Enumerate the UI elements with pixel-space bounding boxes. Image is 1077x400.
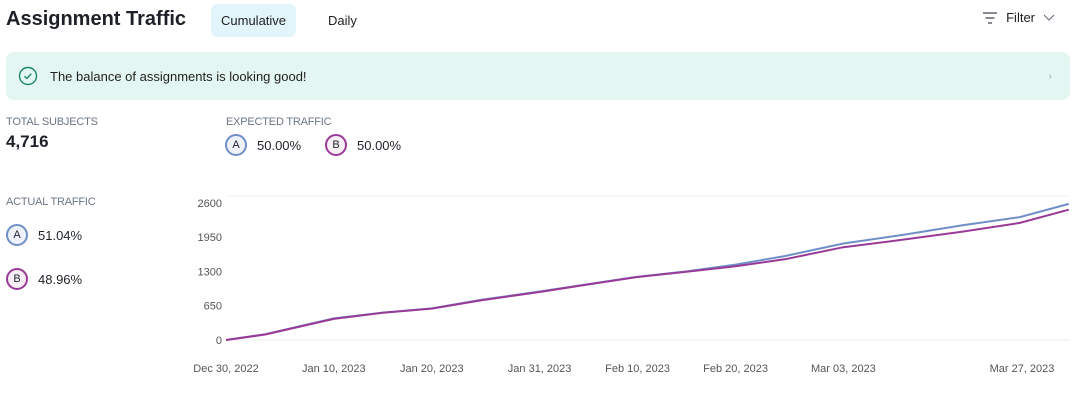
series-line-a [225,202,1070,341]
actual-a-value: 51.04% [38,227,83,243]
y-tick-label: 1300 [198,266,222,278]
filter-icon [983,11,998,24]
actual-traffic-label: ACTUAL TRAFFIC [6,196,96,208]
expected-b: B 50.00% [325,134,401,156]
x-tick-label: Jan 20, 2023 [400,363,464,375]
y-tick-label: 1950 [198,232,222,244]
expected-traffic-label: EXPECTED TRAFFIC [226,116,332,128]
y-tick-label: 2600 [198,198,222,210]
variant-a-badge: A [225,134,247,156]
expected-b-value: 50.00% [357,137,402,153]
expected-a-value: 50.00% [257,137,302,153]
x-tick-label: Feb 10, 2023 [605,363,670,375]
expected-a: A 50.00% [225,134,301,156]
total-subjects-value: 4,716 [6,132,49,151]
variant-a-badge: A [6,224,28,246]
tab-daily[interactable]: Daily [328,13,357,28]
variant-b-badge: B [6,268,28,290]
actual-a: A 51.04% [6,224,82,246]
x-tick-label: Mar 03, 2023 [811,363,876,375]
actual-b-value: 48.96% [38,271,83,287]
total-subjects-label: TOTAL SUBJECTS [6,116,98,128]
chevron-right-icon[interactable]: › [1048,70,1052,82]
x-tick-label: Mar 27, 2023 [990,363,1055,375]
chevron-down-icon [1043,14,1055,21]
actual-b: B 48.96% [6,268,82,290]
status-banner[interactable]: The balance of assignments is looking go… [6,52,1070,100]
check-circle-icon [18,66,38,86]
banner-message: The balance of assignments is looking go… [50,68,307,84]
x-tick-label: Jan 31, 2023 [508,363,572,375]
filter-button[interactable]: Filter [982,10,1055,25]
variant-b-badge: B [325,134,347,156]
series-line-b [225,208,1070,341]
page-title: Assignment Traffic [6,8,187,30]
tab-cumulative[interactable]: Cumulative [211,4,297,37]
x-tick-label: Feb 20, 2023 [703,363,768,375]
y-tick-label: 650 [204,301,222,313]
x-tick-label: Jan 10, 2023 [302,363,366,375]
filter-label: Filter [1006,10,1035,25]
x-tick-label: Dec 30, 2022 [193,363,258,375]
y-tick-label: 0 [216,335,222,347]
